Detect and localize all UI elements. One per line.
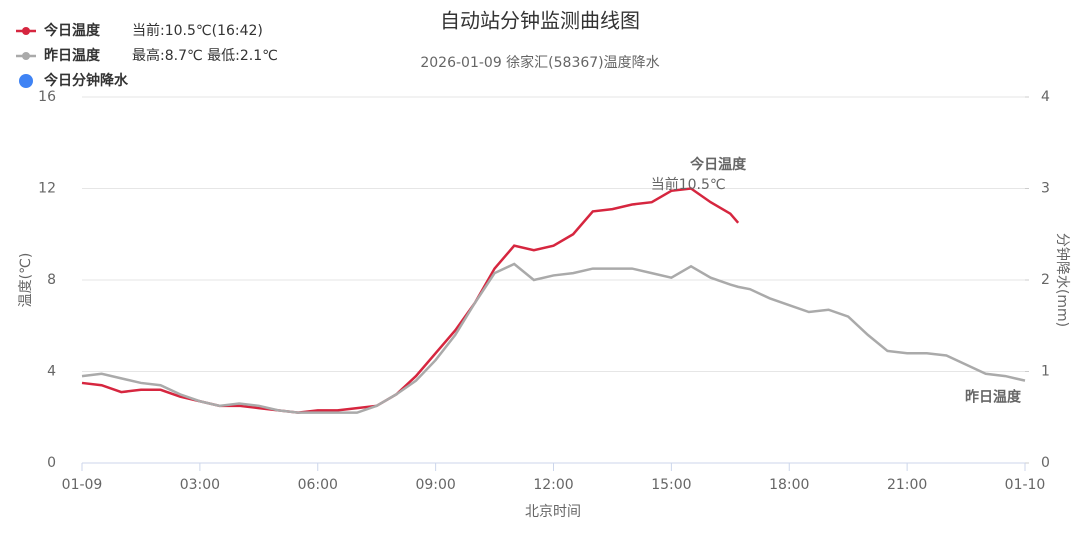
y-tick-label: 12 [38, 181, 56, 197]
y2-tick-label: 0 [1041, 455, 1050, 471]
legend-symbol [19, 74, 33, 88]
legend-info: 最高:8.7℃ 最低:2.1℃ [132, 47, 278, 64]
x-tick-label: 06:00 [298, 477, 338, 493]
y-tick-label: 4 [47, 364, 56, 380]
annotation: 昨日温度 [965, 389, 1022, 406]
x-tick-label: 01-09 [62, 477, 103, 493]
y2-axis-label: 分钟降水(mm) [1054, 233, 1071, 327]
y2-tick-label: 1 [1041, 364, 1050, 380]
y2-tick-label: 3 [1041, 181, 1050, 197]
x-tick-label: 12:00 [533, 477, 573, 493]
y-tick-label: 0 [47, 455, 56, 471]
y-axis-label: 温度(℃) [18, 253, 34, 308]
legend-symbol [22, 27, 30, 35]
series-line [81, 187, 740, 414]
y-tick-label: 8 [47, 272, 56, 288]
x-tick-label: 03:00 [180, 477, 220, 493]
legend-label: 昨日温度 [44, 47, 101, 64]
annotation: 当前10.5℃ [651, 176, 726, 193]
y-tick-label: 16 [38, 89, 56, 105]
legend-info: 当前:10.5℃(16:42) [132, 22, 263, 39]
x-axis-label: 北京时间 [525, 504, 581, 520]
chart-title: 自动站分钟监测曲线图 [440, 9, 640, 33]
y2-tick-label: 2 [1041, 272, 1050, 288]
annotation: 今日温度 [689, 156, 747, 173]
y2-tick-label: 4 [1041, 89, 1050, 105]
chart-subtitle: 2026-01-09 徐家汇(58367)温度降水 [420, 54, 659, 71]
legend-label: 今日分钟降水 [43, 72, 129, 89]
x-tick-label: 09:00 [415, 477, 455, 493]
x-tick-label: 21:00 [887, 477, 927, 493]
legend-symbol [22, 52, 30, 60]
x-tick-label: 15:00 [651, 477, 691, 493]
x-tick-label: 01-10 [1005, 477, 1046, 493]
series-line [81, 262, 1026, 414]
legend-label: 今日温度 [43, 22, 101, 39]
x-tick-label: 18:00 [769, 477, 809, 493]
